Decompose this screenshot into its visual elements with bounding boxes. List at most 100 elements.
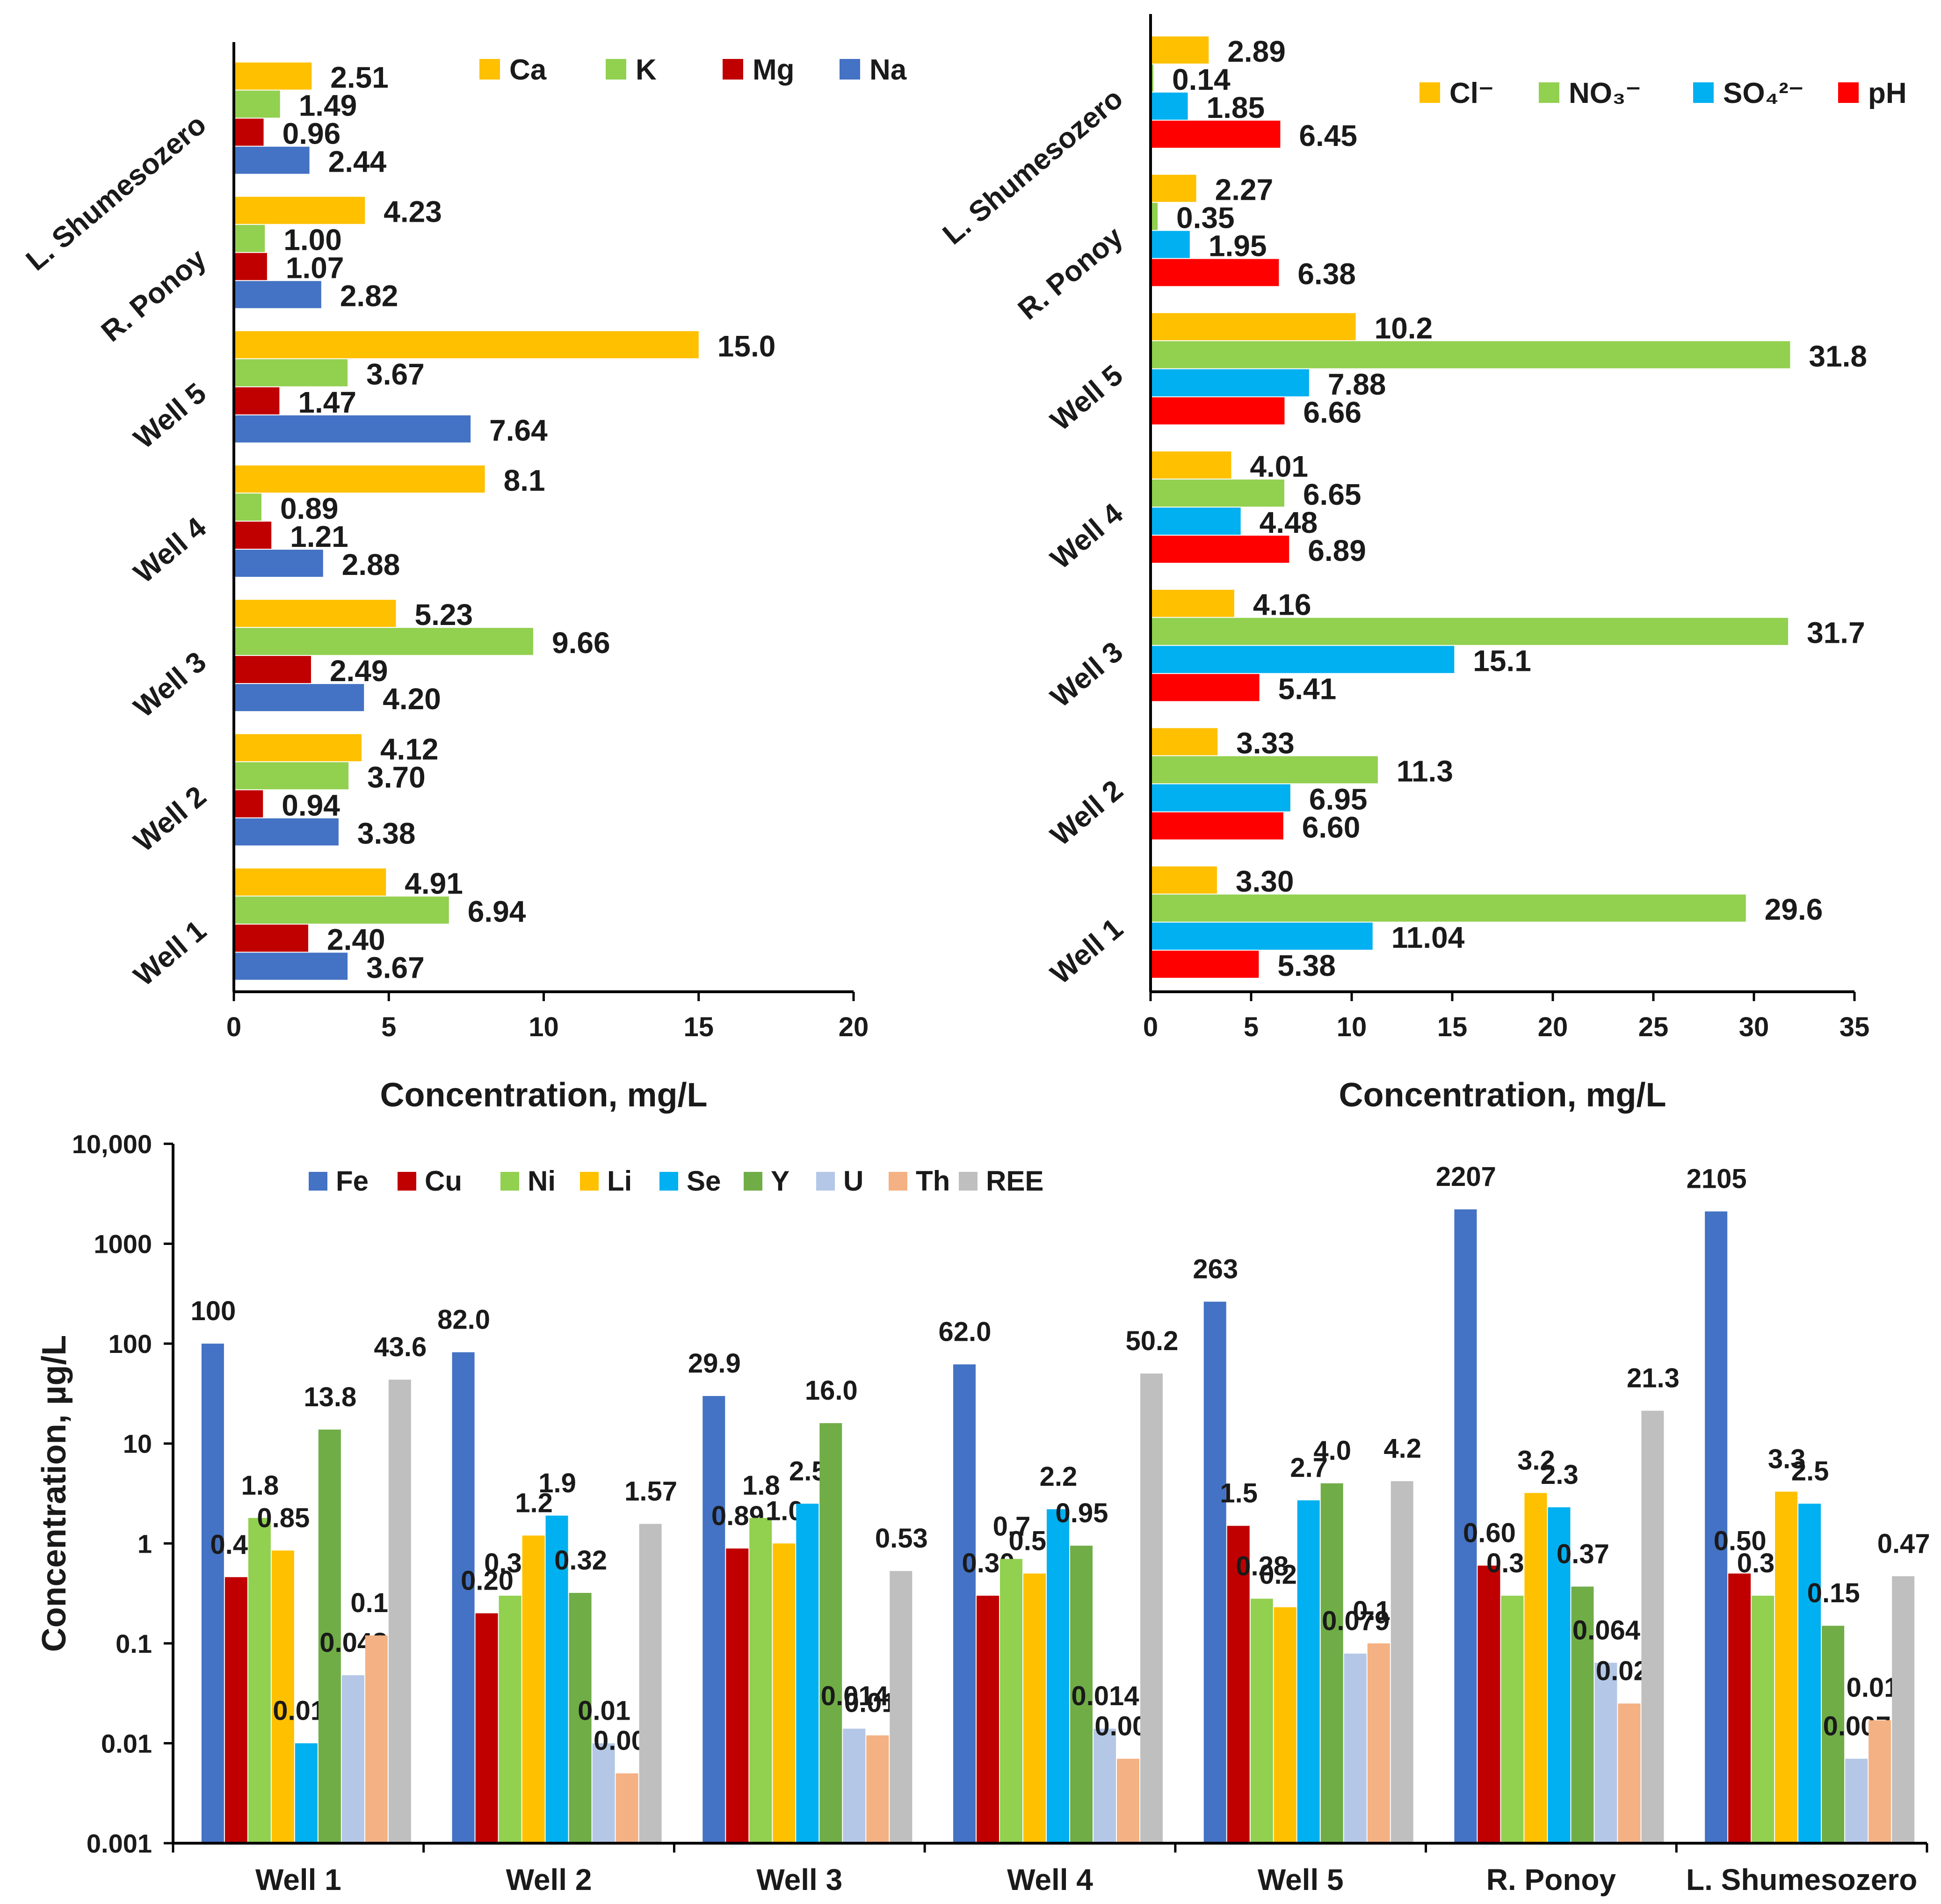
x-tick-label-10: 10	[529, 1012, 559, 1042]
category-label-well-2: Well 2	[506, 1863, 592, 1897]
bar-cu-well-1	[225, 1577, 247, 1843]
bar-cu-well-5	[1227, 1526, 1250, 1843]
bar-mg-well-5	[234, 387, 280, 414]
data-label-ni-well-1: 1.8	[241, 1470, 279, 1501]
legend-label-cl: Cl⁻	[1449, 77, 1494, 109]
data-label-fe-well-3: 29.9	[688, 1348, 741, 1379]
data-label-u-well-2: 0.01	[578, 1695, 630, 1726]
data-label-no3-well-1: 29.6	[1765, 893, 1823, 926]
bar-na-well-4	[234, 550, 323, 577]
y-tick-label-0-001: 0.001	[87, 1829, 152, 1858]
bar-k-well-5	[234, 359, 348, 386]
category-label-well-3: Well 3	[1044, 636, 1129, 714]
bar-mg-well-2	[234, 790, 263, 818]
data-label-no3-well-2: 11.3	[1397, 754, 1453, 788]
data-label-cu-well-5: 1.5	[1220, 1478, 1258, 1509]
data-label-no3-well-5: 31.8	[1809, 339, 1867, 373]
bar-li-r-ponoy	[1524, 1493, 1547, 1843]
legend-label-na: Na	[869, 54, 907, 86]
bar-na-well-5	[234, 415, 471, 443]
bar-k-l-shumesozero	[234, 90, 280, 118]
data-label-ph-well-3: 5.41	[1278, 672, 1337, 706]
bar-cl-well-4	[1151, 451, 1231, 479]
bar-na-r-ponoy	[234, 281, 321, 308]
data-label-ree-well-2: 1.57	[624, 1476, 677, 1506]
data-label-k-well-1: 6.94	[468, 894, 526, 928]
bar-mg-r-ponoy	[234, 253, 267, 280]
data-label-no3-well-3: 31.7	[1807, 616, 1865, 650]
bar-se-l-shumesozero	[1798, 1504, 1821, 1843]
bar-ni-well-2	[499, 1595, 521, 1843]
data-label-ca-well-3: 5.23	[414, 598, 473, 632]
data-label-fe-l-shumesozero: 2105	[1687, 1164, 1747, 1194]
data-label-so4-well-2: 6.95	[1309, 782, 1368, 816]
bar-u-well-4	[1094, 1729, 1116, 1843]
y-tick-label-100: 100	[109, 1329, 152, 1359]
x-tick-label-0: 0	[226, 1012, 241, 1042]
bar-th-well-2	[616, 1773, 638, 1843]
data-label-fe-well-5: 263	[1193, 1254, 1238, 1284]
data-label-se-well-5: 2.7	[1290, 1453, 1328, 1483]
data-label-k-l-shumesozero: 1.49	[299, 89, 357, 123]
bar-se-well-4	[1047, 1509, 1069, 1843]
bar-cl-l-shumesozero	[1151, 36, 1209, 64]
data-label-na-well-4: 2.88	[342, 548, 400, 581]
bar-fe-well-5	[1203, 1301, 1226, 1843]
data-label-na-well-1: 3.67	[366, 951, 425, 984]
bar-ni-well-5	[1250, 1599, 1273, 1843]
data-label-mg-r-ponoy: 1.07	[286, 251, 344, 285]
data-label-mg-well-4: 1.21	[290, 520, 348, 553]
bar-li-l-shumesozero	[1775, 1491, 1798, 1843]
x-tick-label-15: 15	[683, 1012, 714, 1042]
bar-ni-well-1	[248, 1518, 271, 1843]
y-axis-title: Concentration, µg/L	[36, 1335, 73, 1652]
category-label-r-ponoy: R. Ponoy	[1012, 220, 1130, 326]
bar-fe-well-2	[452, 1352, 475, 1843]
data-label-ni-well-5: 0.28	[1236, 1551, 1289, 1581]
legend-swatch-k	[606, 59, 626, 80]
x-tick-label-20: 20	[1538, 1012, 1568, 1042]
bar-ca-r-ponoy	[234, 196, 365, 224]
data-label-li-well-1: 0.85	[257, 1503, 310, 1533]
bar-ph-r-ponoy	[1151, 259, 1279, 286]
bar-ph-l-shumesozero	[1151, 120, 1281, 148]
bar-y-well-5	[1320, 1483, 1343, 1843]
legend-swatch-li	[580, 1172, 599, 1191]
data-label-fe-r-ponoy: 2207	[1436, 1162, 1496, 1192]
data-label-so4-well-3: 15.1	[1473, 644, 1531, 678]
bar-na-l-shumesozero	[234, 146, 310, 174]
bar-cu-well-2	[475, 1613, 498, 1843]
bar-ca-well-5	[234, 331, 699, 358]
bar-th-well-3	[866, 1735, 889, 1843]
bar-ree-well-1	[388, 1380, 411, 1843]
bar-k-well-1	[234, 896, 449, 924]
legend-swatch-fe	[309, 1172, 327, 1191]
category-label-well-4: Well 4	[1044, 497, 1129, 576]
bar-ni-well-4	[1000, 1559, 1022, 1843]
legend-label-u: U	[843, 1165, 863, 1197]
data-label-ca-well-4: 8.1	[504, 464, 545, 497]
category-label-well-2: Well 2	[128, 780, 212, 858]
data-label-cl-well-3: 4.16	[1253, 588, 1311, 622]
bar-fe-r-ponoy	[1454, 1209, 1477, 1843]
legend-swatch-so4	[1693, 82, 1714, 103]
category-label-well-3: Well 3	[756, 1863, 842, 1897]
y-tick-label-1000: 1000	[94, 1229, 152, 1259]
bar-se-well-2	[545, 1515, 568, 1843]
data-label-ree-well-3: 0.53	[875, 1523, 928, 1554]
data-label-ree-well-1: 43.6	[374, 1332, 427, 1362]
data-label-mg-well-2: 0.94	[282, 788, 340, 822]
chart-cations: 4.91 4.12 5.23 8.1 15.0 4.23 2.51 6.94 3.70 9.66 0…	[20, 42, 907, 1114]
bar-ca-well-4	[234, 465, 485, 493]
data-label-cl-well-4: 4.01	[1250, 450, 1308, 483]
data-label-ca-well-2: 4.12	[380, 732, 439, 766]
bar-se-well-3	[796, 1504, 819, 1843]
y-tick-label-1: 1	[138, 1529, 152, 1558]
legend-swatch-cu	[398, 1172, 416, 1191]
bar-k-r-ponoy	[234, 225, 265, 252]
legend-label-y: Y	[771, 1165, 789, 1197]
bar-u-r-ponoy	[1594, 1663, 1617, 1843]
data-label-no3-l-shumesozero: 0.14	[1172, 63, 1231, 96]
category-label-r-ponoy: R. Ponoy	[95, 242, 213, 348]
data-label-li-well-2: 1.2	[515, 1488, 553, 1518]
